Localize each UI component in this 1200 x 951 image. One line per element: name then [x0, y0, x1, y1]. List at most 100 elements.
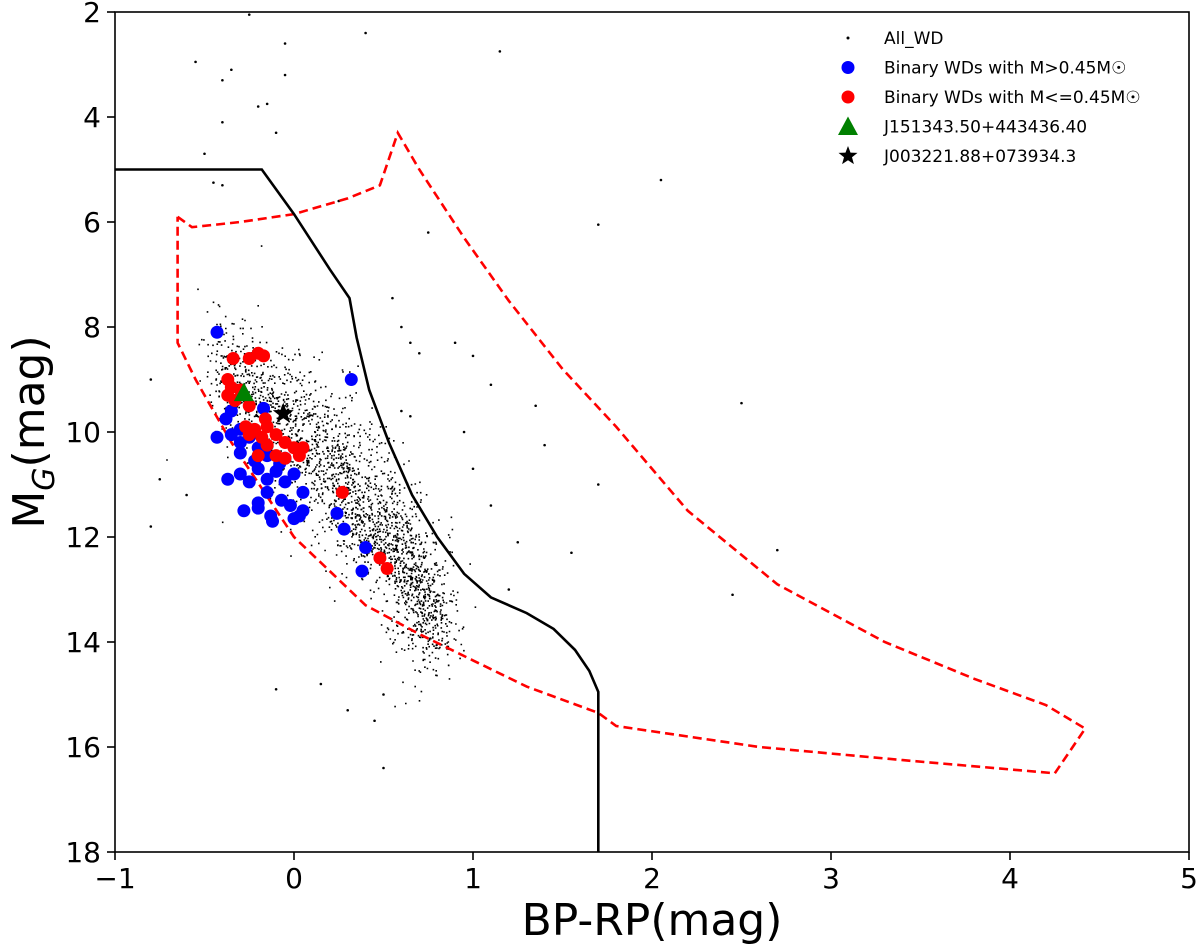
all-wd-point [346, 708, 350, 712]
y-tick-label: 2 [83, 0, 101, 29]
series-1-marker [210, 325, 224, 339]
y-axis-title-unit: (mag) [4, 335, 55, 467]
series-2-marker [292, 449, 306, 463]
all-wd-point [534, 404, 537, 408]
legend-label-1: All_WD [884, 29, 943, 49]
all-wd-point [453, 341, 457, 345]
series-2-marker [251, 449, 265, 463]
series-2-marker [226, 352, 240, 365]
series-1-marker [233, 436, 247, 449]
boundary-lines-layer [115, 129, 1088, 852]
all-wd-point [400, 409, 403, 413]
series-1-marker [233, 446, 247, 460]
y-tick-label: 4 [83, 101, 101, 134]
all-wd-point [516, 540, 520, 544]
x-axis-title: BP-RP(mag) [522, 895, 783, 946]
series-1-marker [359, 541, 373, 554]
all-wd-cloud [166, 245, 477, 708]
series-1-marker [260, 485, 274, 499]
series-1-marker [283, 499, 297, 512]
series-1-marker [242, 475, 256, 489]
series-4-marker [272, 402, 294, 423]
series-2-marker [269, 449, 283, 463]
all-wd-point [418, 351, 421, 355]
all-wd-point [409, 341, 412, 345]
all-wd-point [149, 525, 153, 528]
red-dashed-boundary [176, 129, 1088, 775]
all-wd-point [158, 477, 162, 481]
series-1-marker [337, 522, 351, 536]
all-wd-point [740, 401, 743, 405]
y-axis-title-main: M [4, 491, 55, 529]
series-2-marker [242, 399, 256, 413]
series-2-marker [258, 412, 272, 426]
all-wd-point [274, 131, 278, 135]
all-wd-point [185, 493, 188, 497]
all-wd-point [731, 593, 734, 597]
all-wd-point [597, 223, 600, 226]
all-wd-point [489, 504, 493, 507]
series-2-marker [335, 485, 349, 499]
x-tick-label: 0 [285, 862, 303, 895]
all-wd-point [274, 687, 278, 691]
y-tick-label: 6 [83, 206, 101, 239]
legend-marker-1 [846, 36, 850, 40]
all-wd-point [221, 78, 224, 82]
y-axis-title-subscript: G [27, 467, 62, 490]
series-group-1 [210, 325, 373, 578]
all-wd-point [283, 73, 287, 77]
all-wd-point [543, 443, 546, 447]
series-1-marker [237, 504, 251, 518]
y-tick-label: 8 [83, 311, 101, 344]
x-tick-label: 4 [1001, 862, 1019, 895]
all-wd-point [283, 42, 287, 45]
legend-marker-4 [838, 116, 858, 135]
binary-wd-markers-layer [210, 325, 394, 578]
y-tick-label: 16 [65, 731, 101, 764]
series-1-marker [287, 467, 301, 481]
series-3-marker [233, 382, 254, 402]
all-wd-point [212, 181, 215, 184]
series-1-marker [251, 462, 265, 476]
all-wd-point [319, 682, 323, 686]
all-wd-point [265, 102, 269, 106]
all-wd-point [382, 693, 385, 696]
all-wd-point [194, 60, 197, 64]
all-wd-point [570, 551, 573, 555]
all-wd-point [597, 483, 600, 486]
all-wd-point [149, 378, 153, 381]
series-1-marker [257, 401, 271, 415]
all-wd-point [256, 105, 260, 108]
all-wd-point [221, 120, 224, 124]
all-wd-points-layer [149, 13, 779, 770]
y-tick-label: 18 [65, 836, 101, 869]
all-wd-point [400, 325, 403, 329]
all-wd-point [659, 178, 663, 182]
series-1-marker [219, 412, 233, 426]
all-wd-point [364, 31, 367, 35]
all-wd-point [489, 383, 493, 387]
series-1-marker [330, 506, 344, 520]
series-1-marker [260, 449, 274, 463]
x-tick-label: 1 [464, 862, 482, 895]
series-2-marker [373, 551, 387, 565]
series-1-marker [269, 464, 283, 478]
series-1-marker [221, 472, 235, 486]
series-group-3 [233, 382, 254, 402]
series-group-4 [272, 402, 294, 423]
series-2-marker [239, 420, 253, 434]
y-tick-label: 14 [65, 626, 101, 659]
legend-label-2: Binary WDs with M>0.45M☉ [884, 59, 1126, 79]
all-wd-point [498, 50, 502, 53]
legend-marker-2 [841, 61, 855, 74]
all-wd-point [230, 68, 233, 72]
y-tick-label: 10 [65, 416, 101, 449]
legend-marker-3 [841, 90, 855, 104]
all-wd-point [471, 354, 475, 358]
legend: All_WD Binary WDs with M>0.45M☉ Binary WDs… [838, 29, 1141, 167]
series-2-marker [242, 352, 256, 365]
series-1-marker [224, 428, 238, 442]
series-1-marker [251, 501, 265, 515]
